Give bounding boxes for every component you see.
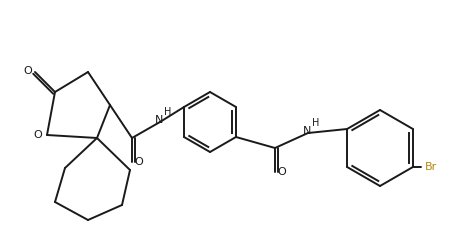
Text: O: O	[278, 167, 287, 177]
Text: N: N	[155, 115, 163, 125]
Text: Br: Br	[425, 162, 437, 172]
Text: O: O	[34, 130, 42, 140]
Text: O: O	[135, 157, 144, 167]
Text: H: H	[164, 107, 171, 117]
Text: N: N	[303, 126, 311, 136]
Text: H: H	[312, 118, 319, 128]
Text: O: O	[23, 66, 32, 76]
